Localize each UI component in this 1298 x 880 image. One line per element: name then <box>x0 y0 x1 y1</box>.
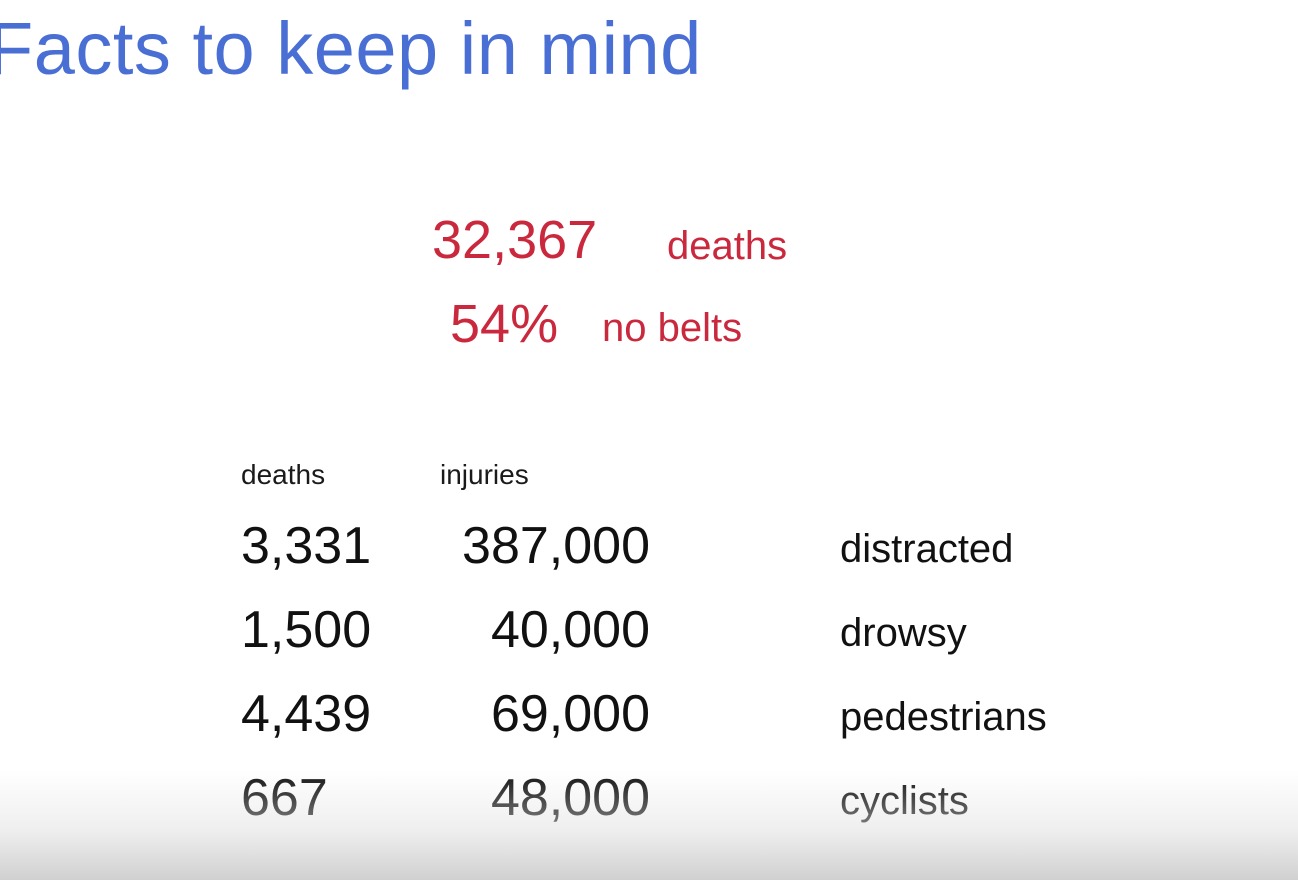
highlight-no-belts: 54% no belts <box>0 294 1298 358</box>
cell-injuries: 387,000 <box>462 517 650 575</box>
no-belts-value: 54% <box>450 294 559 354</box>
cell-deaths: 4,439 <box>241 685 372 743</box>
table-row: 667 48,000 cyclists <box>0 768 1298 838</box>
cell-category: distracted <box>840 527 1014 571</box>
cell-injuries: 69,000 <box>490 685 650 743</box>
highlight-total-deaths: 32,367 deaths <box>0 210 1298 274</box>
total-deaths-label: deaths <box>667 224 788 268</box>
cell-category: cyclists <box>840 779 969 823</box>
total-deaths-value: 32,367 <box>432 210 598 270</box>
table-row: 1,500 40,000 drowsy <box>0 600 1298 670</box>
cell-category: drowsy <box>840 611 967 655</box>
column-header-deaths: deaths <box>241 459 326 490</box>
cell-injuries: 40,000 <box>490 601 650 659</box>
column-header-injuries: injuries <box>440 459 529 490</box>
slide-title: Facts to keep in mind <box>0 7 702 90</box>
cell-deaths: 3,331 <box>241 517 372 575</box>
table-row: 3,331 387,000 distracted <box>0 516 1298 586</box>
no-belts-label: no belts <box>602 306 743 350</box>
cell-category: pedestrians <box>840 695 1047 739</box>
cell-injuries: 48,000 <box>490 769 650 827</box>
cell-deaths: 1,500 <box>241 601 372 659</box>
cell-deaths: 667 <box>241 769 328 827</box>
table-row: 4,439 69,000 pedestrians <box>0 684 1298 754</box>
